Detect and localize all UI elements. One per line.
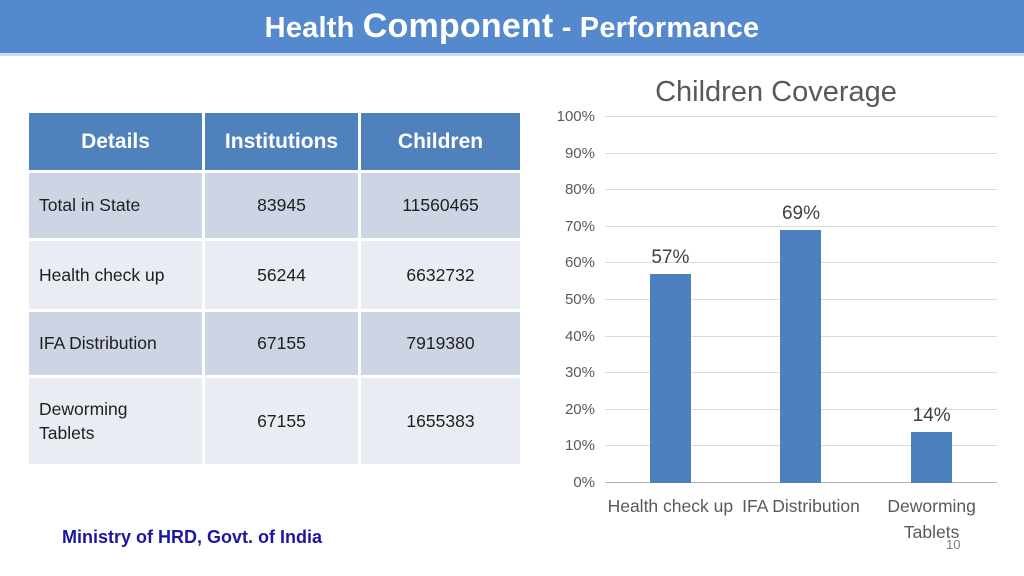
bar-column-deworming-tablets: 14% [866,117,997,483]
y-axis-tick-label: 30% [564,364,595,382]
table-cell-institutions: 67155 [205,378,358,464]
bar-ifa-distribution [780,230,822,483]
table-header-institutions: Institutions [205,113,358,170]
table-cell-institutions: 56244 [205,241,358,309]
y-axis-tick-label: 80% [564,181,595,199]
y-axis-tick-label: 70% [564,217,595,235]
slide-title-bar: Health Component - Performance [0,0,1024,56]
chart-title: Children Coverage [655,76,897,108]
bar-health-check-up [649,274,691,483]
children-coverage-chart: Children Coverage 100% 90% 80% 70% 60% 50% 40%… [540,60,1012,570]
y-axis-tick-label: 10% [564,437,595,455]
table-row: Deworming Tablets 67155 1655383 [29,378,520,464]
x-axis-category-label: Deworming Tablets [887,496,976,543]
chart-gridline [605,189,997,191]
table-cell-children: 1655383 [361,378,520,464]
table-cell-details: Total in State [29,173,202,238]
table-cell-children: 6632732 [361,241,520,309]
health-data-table: Details Institutions Children Total in S… [26,110,523,467]
plot-area: 100% 90% 80% 70% 60% 50% 40% 30% 20% 10% 0% 57% 69% 1… [557,109,997,490]
y-axis-tick-label: 90% [564,144,595,162]
y-axis-tick-label: 0% [573,474,595,491]
y-axis-tick-label: 50% [564,291,595,308]
table-header-children: Children [361,113,520,170]
bar-value-label: 57% [651,247,690,269]
chart-gridline [605,116,997,117]
x-axis-labels: Health check up IFA Distribution Deworming… [605,493,997,546]
y-axis-tick-label: 60% [564,254,595,272]
table-cell-details: Deworming Tablets [29,378,202,464]
table-row: Health check up 56244 6632732 [29,241,520,309]
table-cell-children: 7919380 [361,312,520,375]
bar-value-label: 14% [912,404,951,426]
y-axis-tick-label: 100% [556,108,595,125]
bar-column-health-check-up: 57% [605,117,736,483]
table-cell-details: Health check up [29,241,202,309]
y-axis-tick-label: 20% [564,400,595,418]
x-axis-category-label: IFA Distribution [742,496,860,516]
chart-gridline [605,152,997,154]
page-title-part-1: Health [264,12,363,44]
x-axis-category-label: Health check up [607,496,734,516]
page-number: 10 [946,537,961,552]
table-row: Total in State 83945 11560465 [29,173,520,238]
table-cell-institutions: 67155 [205,312,358,375]
table-header-row: Details Institutions Children [29,113,520,170]
bar-deworming-tablets [911,431,953,483]
table-header-details: Details [29,113,202,170]
table-cell-children: 11560465 [361,173,520,238]
table-row: IFA Distribution 67155 7919380 [29,312,520,375]
page-title-part-3: - Performance [553,12,760,44]
chart-gridline [605,225,997,227]
table-cell-institutions: 83945 [205,173,358,238]
bar-value-label: 69% [781,203,820,225]
footer-credit: Ministry of HRD, Govt. of India [62,527,322,547]
bar-column-ifa-distribution: 69% [736,117,867,483]
table-cell-details: IFA Distribution [29,312,202,375]
page-title: Health Component - Performance [265,7,760,46]
y-axis-tick-label: 40% [564,327,595,345]
page-title-part-2: Component [362,7,554,45]
